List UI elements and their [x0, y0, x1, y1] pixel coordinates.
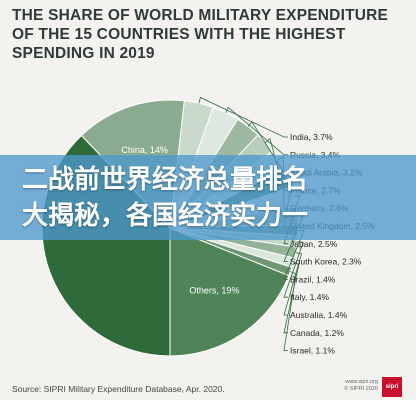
pie-label-others: Others, 19% [189, 286, 239, 296]
overlay-headline: 二战前世界经济总量排名 大揭秘，各国经济实力一 [22, 162, 402, 234]
sipri-url: www.sipri.org [345, 379, 378, 385]
sipri-credit: www.sipri.org © SIPRI 2020 [338, 379, 378, 393]
title-line-2: OF THE 15 COUNTRIES WITH THE HIGHEST [12, 26, 346, 43]
pie-slice-others [169, 227, 290, 357]
pie-label-south-korea: South Korea, 2.3% [290, 257, 362, 267]
source-note: Source: SIPRI Military Expenditure Datab… [12, 384, 225, 394]
pie-label-israel: Israel, 1.1% [290, 346, 335, 356]
pie-leader-canada [283, 262, 300, 334]
overlay-banner [0, 155, 416, 240]
pie-label-india: India, 3.7% [290, 132, 333, 142]
sipri-logo: sipri [382, 377, 402, 397]
pie-leader-russia [225, 106, 288, 156]
pie-label-brazil: Brazil, 1.4% [290, 274, 336, 284]
pie-leader-india [198, 96, 288, 138]
sipri-copyright: © SIPRI 2020 [344, 386, 378, 392]
pie-label-australia: Australia, 1.4% [290, 310, 348, 320]
title-line-3: SPENDING IN 2019 [12, 45, 155, 62]
pie-leader-israel [283, 271, 297, 352]
pie-label-japan: Japan, 2.5% [290, 239, 338, 249]
overlay-line-2: 大揭秘，各国经济实力一 [22, 201, 309, 231]
pie-label-italy: Italy, 1.4% [290, 292, 329, 302]
pie-label-russia: Russia, 3.4% [290, 150, 341, 160]
pie-leader-italy [283, 241, 304, 298]
pie-label-canada: Canada, 1.2% [290, 328, 344, 338]
pie-leader-australia [283, 252, 302, 316]
title-line-1: THE SHARE OF WORLD MILITARY EXPENDITURE [12, 7, 389, 24]
overlay-line-1: 二战前世界经济总量排名 [22, 165, 309, 195]
pie-label-china: China, 14% [121, 145, 168, 155]
chart-title: THE SHARE OF WORLD MILITARY EXPENDITURE … [12, 6, 408, 63]
